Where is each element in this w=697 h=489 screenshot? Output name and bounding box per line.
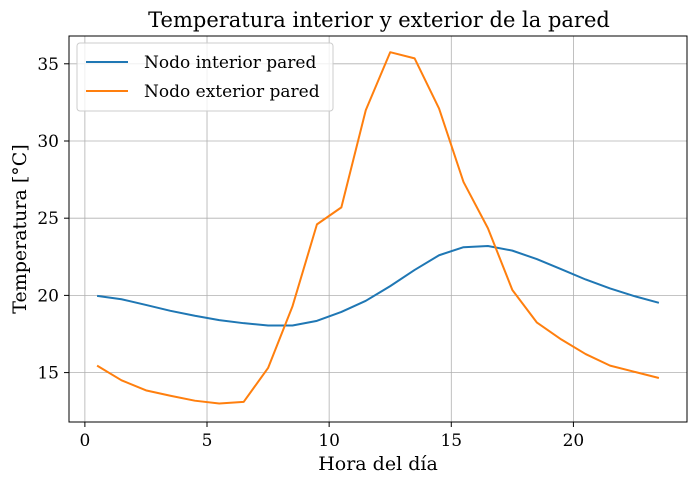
x-tick-label: 15 [440, 431, 462, 451]
y-tick-label: 15 [37, 364, 59, 384]
x-tick-label: 10 [318, 431, 340, 451]
legend-label-exterior: Nodo exterior pared [144, 82, 320, 102]
x-tick-label: 20 [563, 431, 585, 451]
chart-title: Temperatura interior y exterior de la pa… [148, 8, 610, 32]
y-tick-label: 25 [37, 209, 59, 229]
legend: Nodo interior pared Nodo exterior pared [76, 42, 334, 112]
series-line-interior [96, 244, 660, 327]
x-tick-label: 5 [202, 431, 213, 451]
series-line-exterior [96, 51, 660, 405]
plot-frame [68, 35, 688, 423]
x-axis-label: Hora del día [318, 453, 438, 475]
x-tick-label: 0 [79, 431, 90, 451]
legend-label-interior: Nodo interior pared [144, 53, 316, 73]
legend-box [76, 42, 334, 112]
y-tick-label: 30 [37, 132, 59, 152]
axis-ticks: 0 5 10 15 20 15 20 25 30 35 [37, 55, 584, 451]
y-tick-label: 35 [37, 55, 59, 75]
y-axis-label: Temperatura [°C] [9, 144, 31, 313]
series-lines [96, 51, 660, 405]
y-tick-label: 20 [37, 286, 59, 306]
